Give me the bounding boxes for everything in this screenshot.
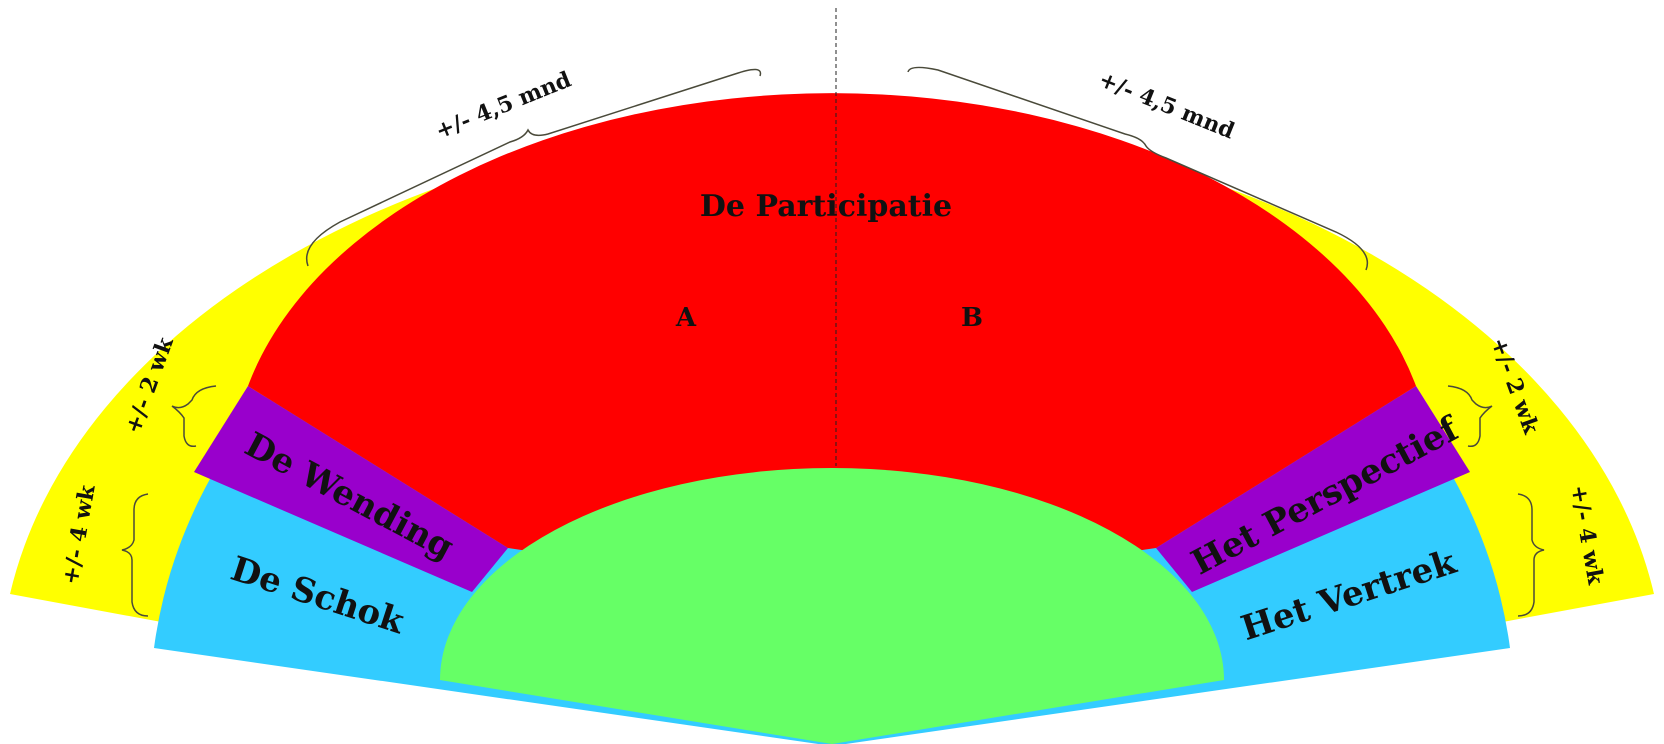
segment-participatie [248, 93, 1416, 596]
duration-top-right: +/- 4,5 mnd [1095, 67, 1238, 145]
segment-wending [194, 386, 508, 592]
center-circle [440, 468, 1224, 744]
brace-left-outer [121, 493, 149, 617]
label-part-a: A [675, 303, 697, 333]
brace-top-left [306, 68, 762, 267]
brace-right-mid [1447, 385, 1493, 448]
label-part-b: B [961, 303, 983, 333]
brace-top-right [907, 66, 1369, 271]
brace-left-mid [171, 385, 217, 448]
segment-perspectief [1156, 386, 1470, 592]
brace-right-outer [1517, 493, 1545, 617]
label-de-participatie: De Participatie [700, 189, 952, 224]
